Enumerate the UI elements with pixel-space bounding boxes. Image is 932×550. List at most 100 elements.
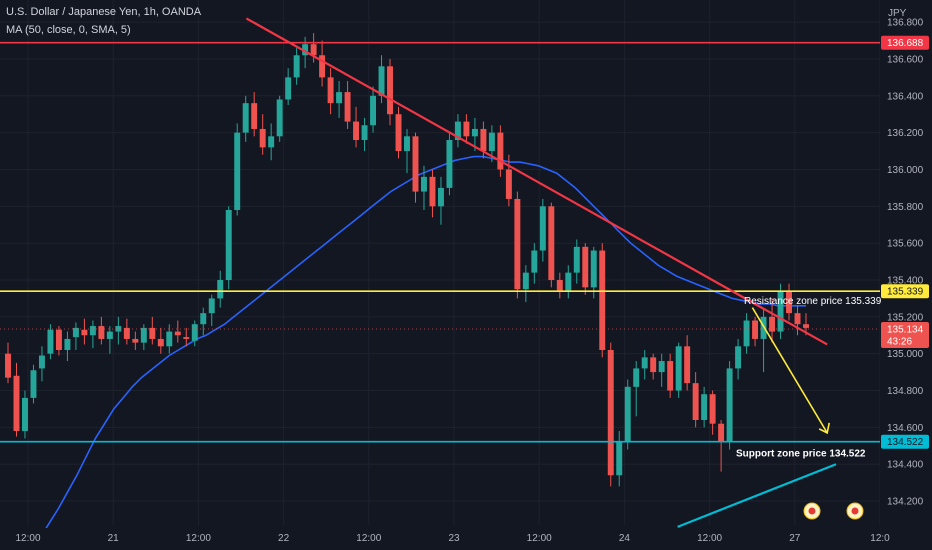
- uptrend-line[interactable]: [677, 463, 837, 528]
- candle-body: [200, 313, 207, 325]
- price-tick-label: 135.200: [887, 312, 924, 323]
- candle-body: [395, 114, 402, 152]
- candle-body: [13, 375, 20, 432]
- candle-body: [302, 44, 309, 56]
- candle-body: [285, 77, 292, 100]
- price-tick-label: 136.600: [887, 54, 924, 65]
- price-tick-label: 136.800: [887, 18, 924, 29]
- price-tick-label: 135.000: [887, 349, 924, 360]
- candle-body: [72, 327, 79, 338]
- candle-body: [624, 386, 631, 443]
- event-marker-dot: [808, 507, 816, 515]
- support-price-tag: 134.522: [887, 437, 924, 448]
- event-marker-dot: [851, 507, 859, 515]
- candle-body: [590, 250, 597, 288]
- candles: [5, 33, 809, 487]
- time-tick-label: 21: [108, 533, 120, 544]
- level-lines: [0, 17, 880, 528]
- candle-body: [505, 169, 512, 199]
- candle-body: [718, 423, 725, 443]
- price-tick-label: 134.800: [887, 386, 924, 397]
- time-tick-label: 12:00: [527, 533, 552, 544]
- candle-body: [463, 121, 470, 137]
- price-axis-bg: [880, 0, 932, 550]
- price-tick-label: 134.600: [887, 423, 924, 434]
- candle-body: [514, 198, 521, 290]
- candle-body: [22, 397, 28, 432]
- candle-body: [582, 246, 589, 288]
- candle-body: [64, 338, 71, 350]
- price-tick-label: 136.000: [887, 165, 924, 176]
- candle-body: [556, 280, 563, 292]
- candle-body: [421, 176, 427, 192]
- candle-body: [123, 327, 130, 339]
- candle-body: [726, 368, 733, 443]
- candle-body: [794, 313, 801, 325]
- candle-body: [157, 338, 164, 347]
- candle-body: [191, 324, 198, 341]
- price-tick-label: 135.800: [887, 202, 924, 213]
- candle-body: [488, 132, 495, 152]
- price-axis[interactable]: 136.800 136.600 136.400 136.200 136.000 135.8…: [880, 0, 932, 550]
- candle-body: [259, 128, 266, 148]
- candle-body: [327, 77, 334, 104]
- current-price-tag-bg: [881, 322, 929, 348]
- candle-body: [89, 326, 96, 336]
- time-tick-label: 27: [789, 533, 801, 544]
- candle-body: [166, 331, 173, 347]
- candle-body: [404, 136, 410, 152]
- candle-body: [675, 346, 682, 391]
- time-axis[interactable]: 12:00 21 12:00 22 12:00 23 12:00 24 12:00 27 12:0: [0, 528, 932, 550]
- candle-body: [217, 280, 224, 299]
- candle-body: [607, 350, 614, 476]
- price-tick-label: 136.400: [887, 91, 924, 102]
- candle-body: [471, 128, 478, 137]
- candle-body: [353, 121, 360, 140]
- candle-body: [735, 346, 742, 369]
- candle-body: [344, 92, 351, 122]
- candle-body: [769, 316, 776, 332]
- time-tick-label: 12:0: [870, 533, 890, 544]
- candle-body: [803, 324, 809, 328]
- candle-body: [132, 338, 139, 343]
- time-tick-label: 12:00: [186, 533, 211, 544]
- indicator-legend[interactable]: MA (50, close, 0, SMA, 5): [6, 24, 131, 36]
- candle-body: [293, 55, 300, 78]
- candle-body: [234, 132, 241, 210]
- time-tick-label: 12:00: [697, 533, 722, 544]
- candle-body: [522, 272, 529, 290]
- candle-body: [208, 298, 215, 314]
- candle-body: [692, 383, 699, 420]
- candle-body: [387, 66, 393, 115]
- candle-body: [370, 95, 377, 126]
- price-tick-label: 134.200: [887, 497, 924, 508]
- candle-body: [55, 329, 62, 350]
- candle-body: [225, 210, 232, 280]
- time-axis-bg: [0, 528, 932, 550]
- event-marker-icon[interactable]: [846, 502, 864, 520]
- time-tick-label: 24: [619, 533, 631, 544]
- event-marker-icon[interactable]: [803, 502, 821, 520]
- time-tick-label: 12:00: [15, 533, 40, 544]
- candle-body: [98, 326, 105, 339]
- candle-body: [786, 291, 792, 314]
- projection-arrow[interactable]: [751, 307, 828, 434]
- candle-body: [242, 103, 249, 133]
- candle-body: [47, 329, 54, 354]
- currency-label: JPY: [888, 8, 907, 19]
- candle-body: [446, 140, 453, 188]
- price-tick-label: 135.600: [887, 239, 924, 250]
- candle-body: [650, 357, 657, 373]
- symbol-title[interactable]: U.S. Dollar / Japanese Yen, 1h, OANDA: [6, 6, 202, 18]
- candle-body: [361, 125, 368, 140]
- resistance-annotation: Resistance zone price 135.339: [744, 296, 882, 307]
- price-tick-label: 135.400: [887, 276, 924, 287]
- top-price-tag-bg: [881, 35, 929, 50]
- downtrend-line[interactable]: [245, 17, 828, 346]
- top-price-tag: 136.688: [887, 38, 924, 49]
- resistance-price-tag: 135.339: [887, 287, 924, 298]
- candle-body: [251, 103, 258, 129]
